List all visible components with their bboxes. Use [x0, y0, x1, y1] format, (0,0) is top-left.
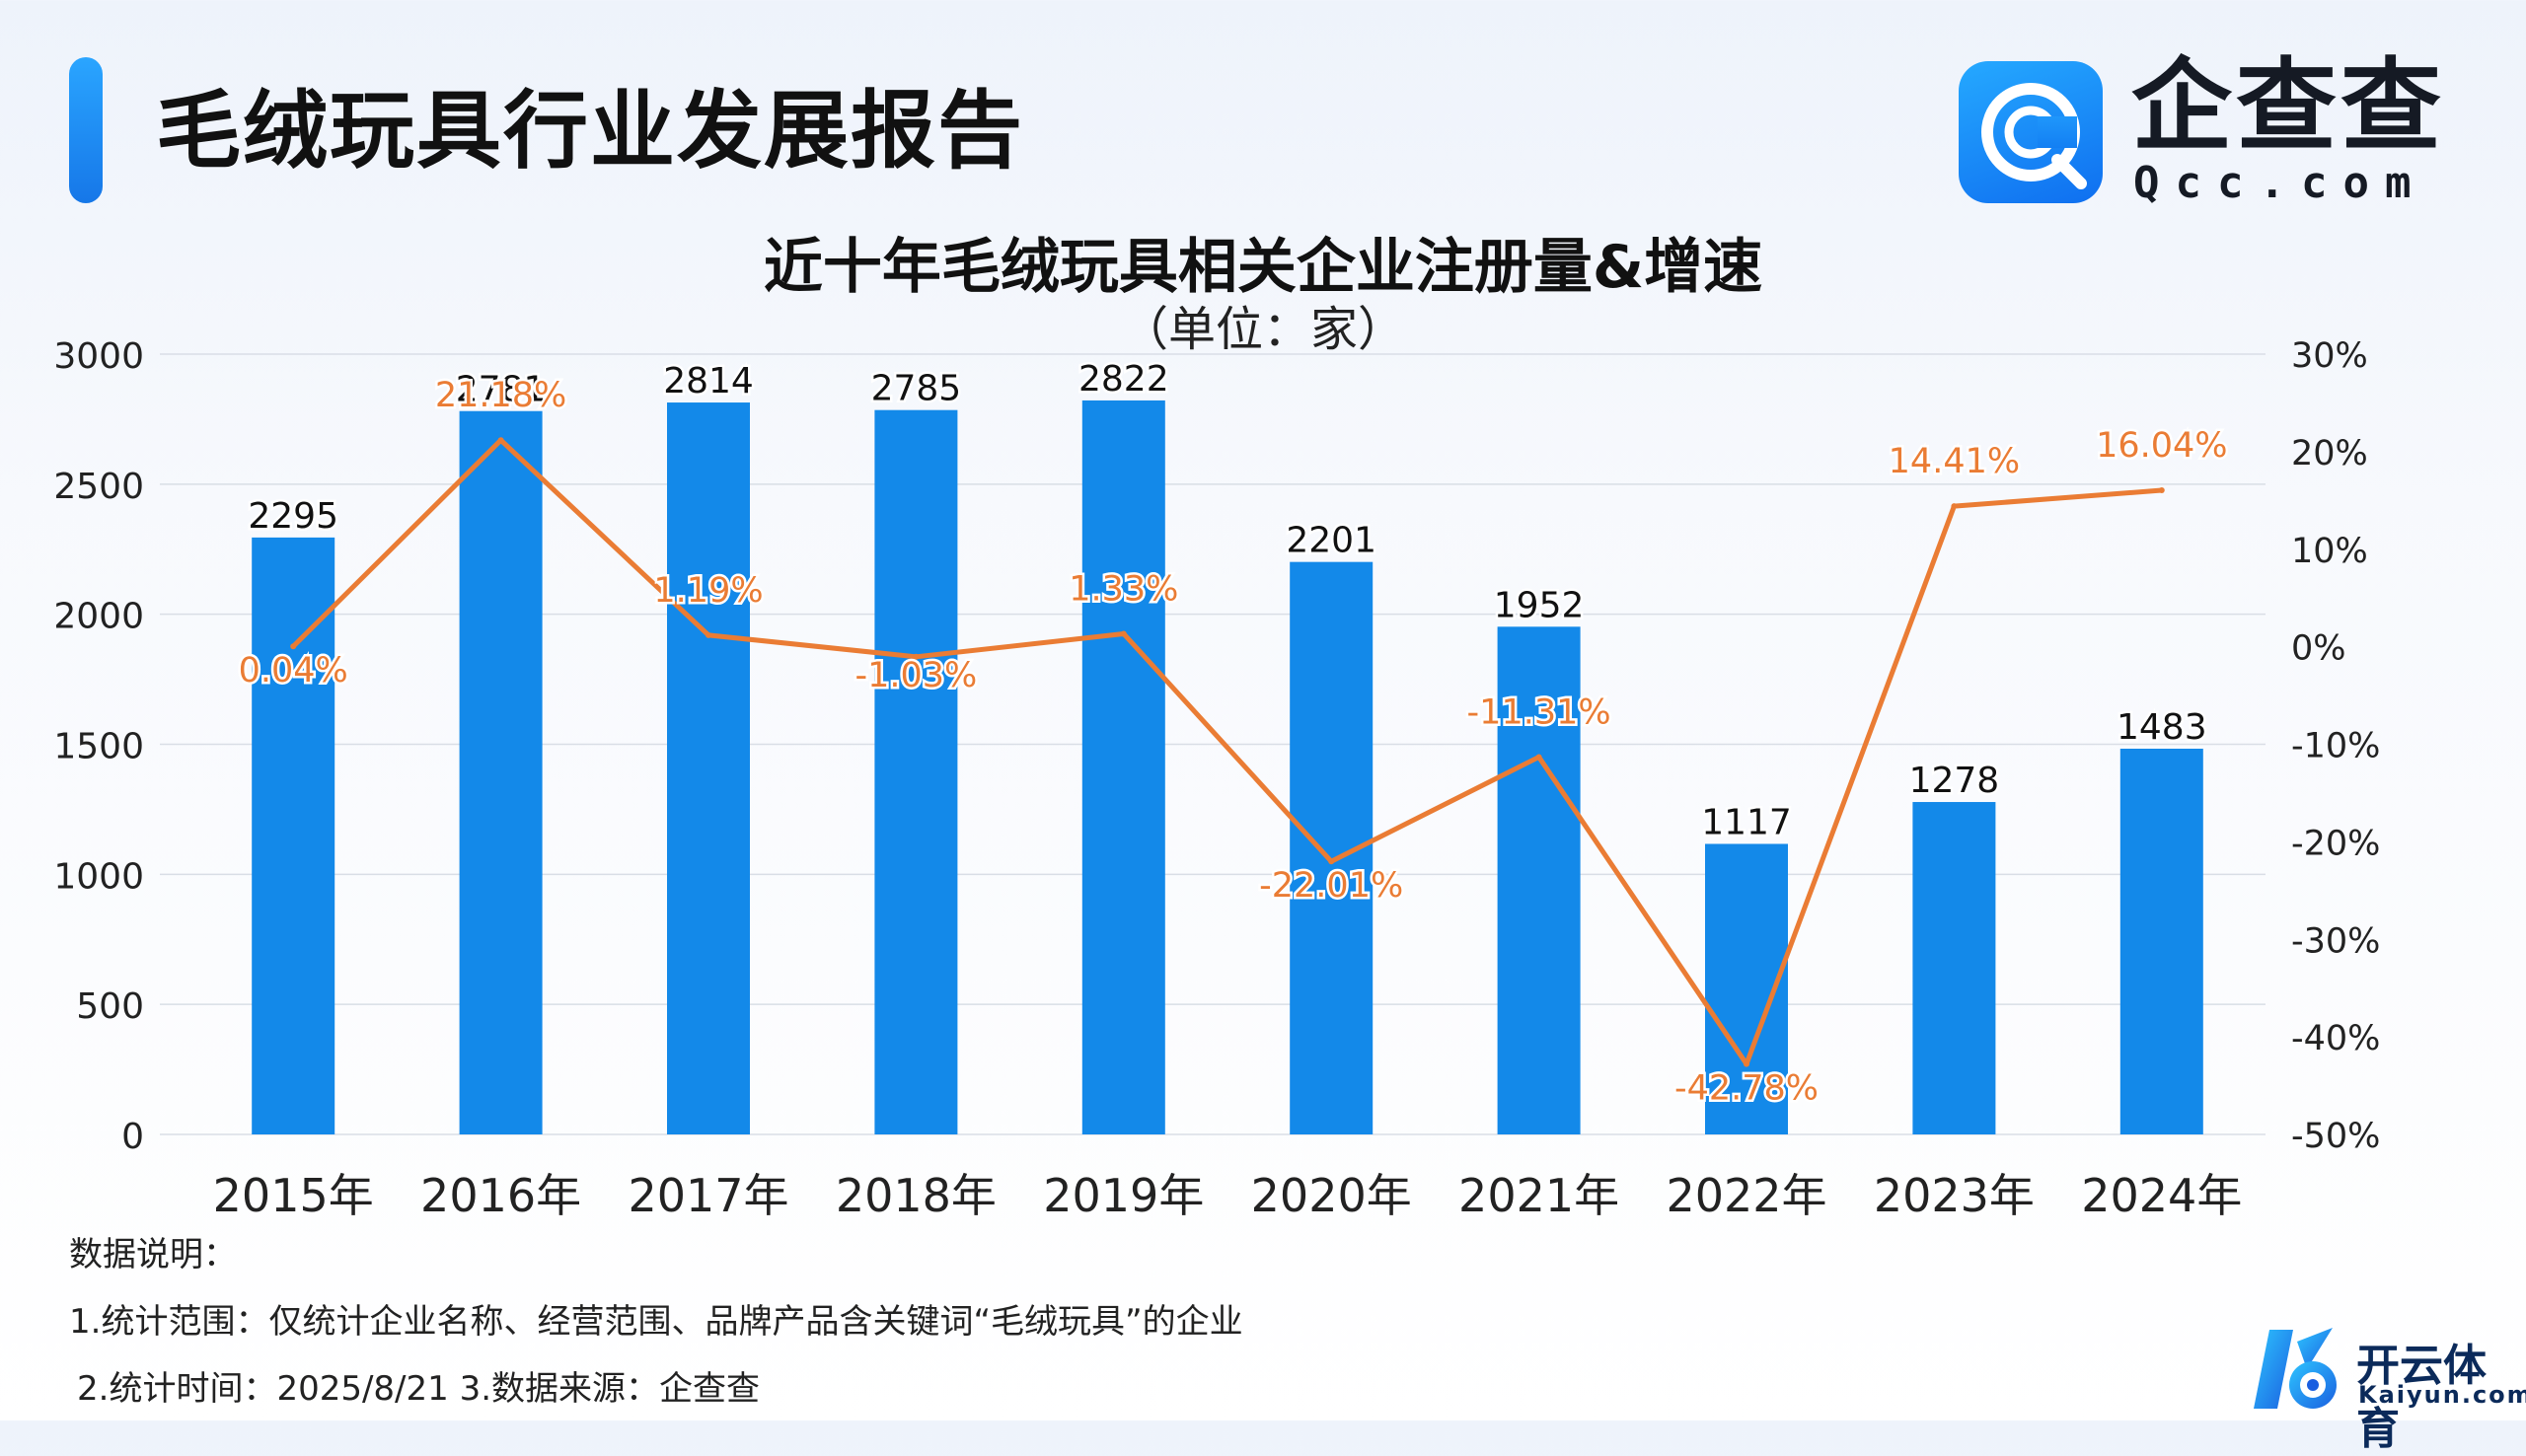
bar	[1081, 400, 1165, 1134]
right-axis-tick-label: 20%	[2291, 434, 2368, 473]
bar-value-label: 2295	[248, 496, 338, 537]
x-axis-category-label: 2023年	[1874, 1169, 2035, 1222]
growth-point	[1328, 858, 1335, 865]
x-axis-category-label: 2016年	[420, 1169, 581, 1222]
bar-value-label: 2822	[1078, 359, 1169, 400]
growth-value-label: 16.04%	[2096, 426, 2227, 466]
x-axis-category-label: 2019年	[1043, 1169, 1204, 1222]
bar-value-label: 2785	[871, 369, 962, 409]
chart-subtitle: （单位：家）	[1120, 302, 1405, 357]
growth-point	[1120, 630, 1127, 637]
left-axis-tick-label: 1000	[53, 856, 144, 897]
data-labels: 2295 2781 2814 2785 2822 2201 1952 1117 1278 1483…	[236, 356, 2230, 1111]
growth-point	[2158, 487, 2165, 494]
right-axis-tick-label: -40%	[2291, 1019, 2380, 1058]
left-axis-tick-label: 500	[76, 986, 144, 1027]
bar-value-label: 2814	[663, 361, 754, 401]
growth-value-label: -11.31%	[1467, 692, 1611, 732]
growth-point	[913, 653, 920, 660]
logo-name: 企查查	[2131, 48, 2445, 166]
x-axis-category-label: 2017年	[628, 1169, 788, 1222]
growth-value-label: 14.41%	[1889, 442, 2020, 481]
growth-value-label: 21.18%	[435, 376, 566, 415]
growth-line-series	[290, 437, 2165, 1067]
bar	[252, 537, 335, 1134]
growth-value-label: -22.01%	[1259, 866, 1403, 906]
bar	[1912, 802, 1996, 1134]
combo-chart: 2295 2781 2814 2785 2822 2201 1952 1117 1278 1483…	[53, 336, 2380, 1222]
growth-point	[1535, 754, 1542, 761]
bar-value-label: 2781	[456, 370, 547, 410]
kaiyun-logo-icon	[2254, 1328, 2337, 1409]
bar	[1497, 626, 1581, 1134]
axis-labels: 0 500 1000 1500 2000 2500 3000 -50% -40% -30% -20%…	[53, 336, 2380, 1222]
growth-value-label: -1.03%	[854, 656, 977, 695]
chart-title: 近十年毛绒玩具相关企业注册量&增速	[763, 233, 1763, 302]
growth-value-label: 1.19%	[653, 571, 763, 611]
growth-line	[290, 437, 2165, 1067]
title-accent-bar	[69, 57, 103, 203]
logo-domain: Qcc.com	[2133, 158, 2427, 208]
growth-point	[706, 631, 711, 638]
left-axis-tick-label: 2500	[53, 467, 144, 507]
note-time-source: 2.统计时间：2025/8/21 3.数据来源：企查查	[77, 1369, 761, 1409]
bar-series	[252, 400, 2203, 1134]
qcc-logo-icon	[1959, 61, 2103, 203]
right-axis-tick-label: -50%	[2291, 1117, 2380, 1156]
left-axis-tick-label: 3000	[53, 336, 144, 377]
left-axis-tick-label: 2000	[53, 597, 144, 637]
growth-value-label: 0.04%	[239, 651, 348, 691]
right-axis-tick-label: -10%	[2291, 727, 2380, 766]
growth-value-label: 1.33%	[1069, 569, 1178, 609]
bar	[667, 402, 750, 1134]
x-axis-category-label: 2022年	[1666, 1169, 1826, 1222]
notes-title: 数据说明：	[69, 1235, 237, 1274]
bar-value-label: 1278	[1909, 761, 2000, 801]
note-scope: 1.统计范围：仅统计企业名称、经营范围、品牌产品含关键词“毛绒玩具”的企业	[69, 1302, 1243, 1342]
x-axis-category-label: 2015年	[213, 1169, 374, 1222]
bar	[459, 410, 543, 1134]
x-axis-category-label: 2018年	[836, 1169, 997, 1222]
x-axis-category-label: 2024年	[2081, 1169, 2242, 1222]
right-axis-tick-label: 0%	[2291, 629, 2346, 669]
left-axis-tick-label: 1500	[53, 727, 144, 767]
right-axis-tick-label: 30%	[2291, 336, 2368, 376]
bar-value-label: 1483	[2117, 707, 2207, 748]
left-axis-tick-label: 0	[121, 1117, 144, 1157]
x-axis-category-label: 2020年	[1251, 1169, 1412, 1222]
bar-value-label: 1117	[1701, 802, 1792, 842]
report-title: 毛绒玩具行业发展报告	[156, 82, 1024, 181]
right-axis-tick-label: -20%	[2291, 824, 2380, 863]
right-axis-tick-label: -30%	[2291, 921, 2380, 961]
growth-point	[290, 643, 297, 650]
bar-value-label: 2201	[1286, 521, 1376, 561]
right-axis-tick-label: 10%	[2291, 532, 2368, 571]
x-axis-category-label: 2021年	[1458, 1169, 1619, 1222]
growth-point	[497, 437, 504, 444]
growth-point	[1744, 1060, 1749, 1067]
growth-point	[1951, 503, 1958, 510]
bar	[2119, 748, 2203, 1134]
watermark-domain: Kaiyun.com	[2358, 1381, 2526, 1409]
bar-value-label: 1952	[1494, 585, 1585, 625]
bar	[874, 409, 958, 1134]
growth-value-label: -42.78%	[1674, 1069, 1819, 1109]
